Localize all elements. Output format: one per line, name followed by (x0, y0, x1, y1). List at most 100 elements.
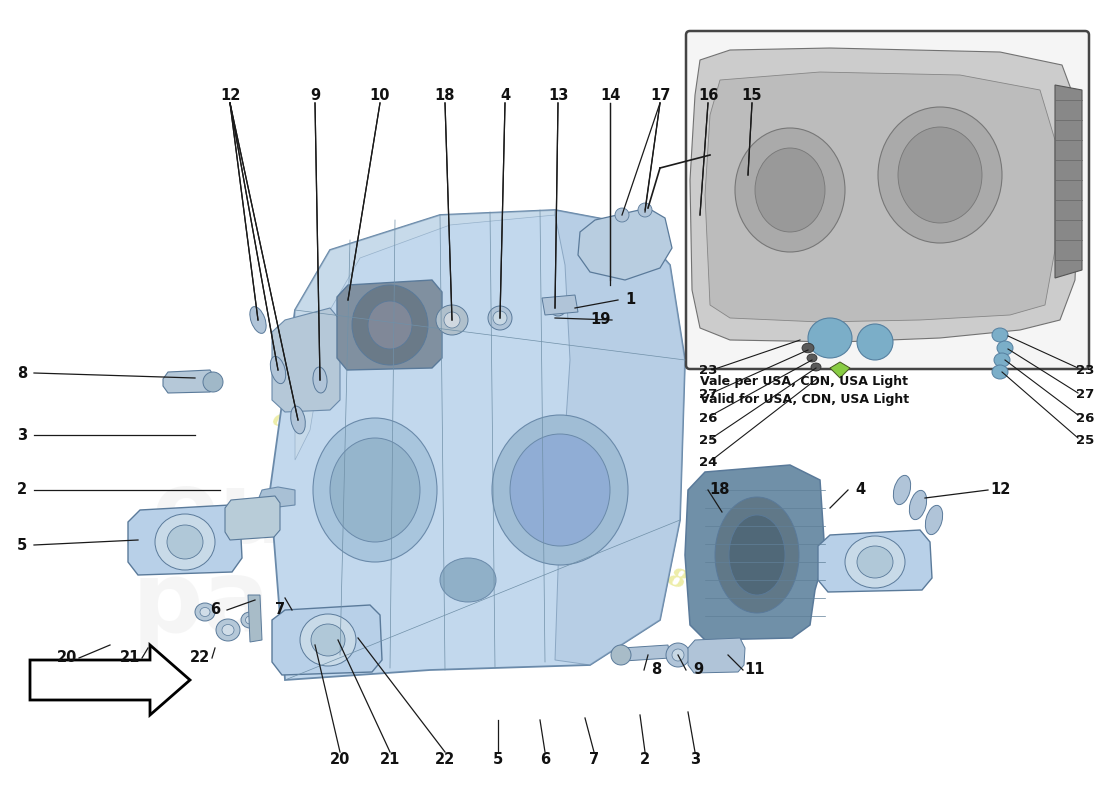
Ellipse shape (200, 607, 210, 617)
Text: 3: 3 (16, 427, 28, 442)
Polygon shape (258, 487, 295, 508)
Ellipse shape (440, 558, 496, 602)
Text: 8: 8 (651, 662, 661, 678)
Text: 24: 24 (698, 455, 717, 469)
Ellipse shape (740, 164, 756, 186)
Text: 21: 21 (379, 753, 400, 767)
Ellipse shape (811, 363, 821, 371)
Text: 9: 9 (693, 662, 703, 678)
Text: 21: 21 (120, 650, 140, 666)
Ellipse shape (845, 536, 905, 588)
Ellipse shape (167, 525, 204, 559)
Polygon shape (621, 645, 670, 661)
Ellipse shape (436, 305, 468, 335)
Ellipse shape (352, 285, 428, 365)
Ellipse shape (808, 318, 852, 358)
Text: 22: 22 (190, 650, 210, 666)
Text: 26: 26 (1076, 411, 1094, 425)
Polygon shape (705, 72, 1055, 322)
Text: 12: 12 (990, 482, 1010, 498)
Text: Vale per USA, CDN, USA Light: Vale per USA, CDN, USA Light (700, 375, 908, 388)
Ellipse shape (615, 208, 629, 222)
Ellipse shape (290, 406, 306, 434)
Ellipse shape (488, 306, 512, 330)
Ellipse shape (898, 127, 982, 223)
Ellipse shape (271, 356, 286, 384)
Ellipse shape (250, 306, 266, 334)
Ellipse shape (807, 354, 817, 362)
Text: 27: 27 (698, 389, 717, 402)
Polygon shape (542, 295, 578, 315)
Ellipse shape (997, 341, 1013, 355)
Polygon shape (272, 605, 382, 675)
Ellipse shape (245, 616, 254, 624)
Text: 2: 2 (16, 482, 28, 498)
Text: 22: 22 (434, 753, 455, 767)
Text: 23: 23 (1076, 363, 1094, 377)
Text: 16: 16 (697, 87, 718, 102)
Ellipse shape (857, 324, 893, 360)
Text: 6: 6 (210, 602, 220, 618)
Ellipse shape (992, 328, 1008, 342)
Polygon shape (272, 308, 340, 412)
Ellipse shape (368, 301, 412, 349)
Ellipse shape (857, 546, 893, 578)
Ellipse shape (910, 490, 926, 520)
Text: 2: 2 (640, 753, 650, 767)
Ellipse shape (672, 649, 684, 661)
Text: euro
parts: euro parts (132, 467, 428, 653)
Ellipse shape (666, 643, 690, 667)
Ellipse shape (493, 311, 507, 325)
Text: a passion for parts since 1998: a passion for parts since 1998 (270, 405, 691, 595)
Text: 25: 25 (1076, 434, 1094, 446)
Polygon shape (578, 208, 672, 280)
Polygon shape (690, 48, 1078, 342)
Text: 5: 5 (493, 753, 503, 767)
Ellipse shape (155, 514, 214, 570)
Polygon shape (556, 210, 685, 665)
Text: 26: 26 (698, 411, 717, 425)
FancyBboxPatch shape (686, 31, 1089, 369)
Ellipse shape (330, 438, 420, 542)
Text: 5: 5 (16, 538, 28, 553)
Text: 11: 11 (745, 662, 766, 678)
Text: 8: 8 (16, 366, 28, 381)
Text: 4: 4 (499, 87, 510, 102)
Text: 3: 3 (690, 753, 700, 767)
Ellipse shape (492, 415, 628, 565)
Polygon shape (818, 530, 932, 592)
Ellipse shape (300, 614, 356, 666)
Text: 20: 20 (57, 650, 77, 666)
Ellipse shape (638, 203, 652, 217)
Text: 17: 17 (650, 87, 670, 102)
Text: 9: 9 (310, 87, 320, 102)
Text: 20: 20 (330, 753, 350, 767)
Text: Valid for USA, CDN, USA Light: Valid for USA, CDN, USA Light (700, 393, 909, 406)
Ellipse shape (610, 645, 631, 665)
Polygon shape (128, 505, 242, 575)
Ellipse shape (204, 372, 223, 392)
Ellipse shape (241, 612, 258, 628)
Ellipse shape (878, 107, 1002, 243)
Text: 25: 25 (698, 434, 717, 446)
Text: 15: 15 (741, 87, 762, 102)
Ellipse shape (692, 204, 708, 226)
Ellipse shape (314, 418, 437, 562)
Text: 14: 14 (600, 87, 620, 102)
Polygon shape (30, 645, 190, 715)
Text: 7: 7 (275, 602, 285, 618)
Ellipse shape (729, 515, 785, 595)
Ellipse shape (755, 148, 825, 232)
Ellipse shape (735, 128, 845, 252)
Text: 27: 27 (1076, 389, 1094, 402)
Text: 18: 18 (434, 87, 455, 102)
Ellipse shape (893, 475, 911, 505)
Text: 18: 18 (710, 482, 730, 498)
Ellipse shape (550, 300, 566, 316)
Polygon shape (688, 638, 745, 673)
Text: 7: 7 (588, 753, 600, 767)
Text: 19: 19 (590, 313, 610, 327)
Ellipse shape (994, 353, 1010, 367)
Ellipse shape (311, 624, 345, 656)
Text: 13: 13 (548, 87, 569, 102)
